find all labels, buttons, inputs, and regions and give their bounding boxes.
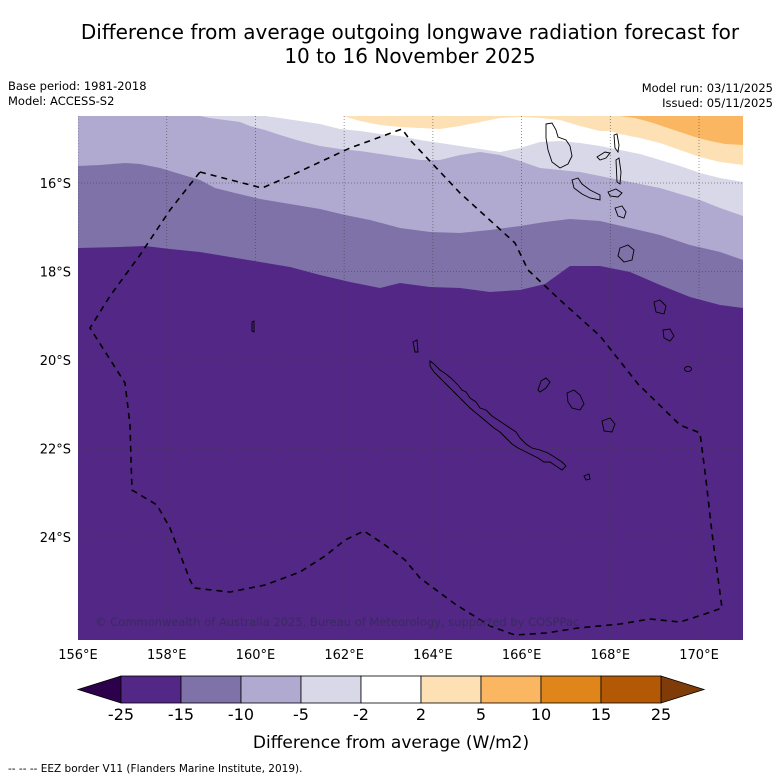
chesterfield-islet bbox=[251, 320, 255, 333]
vanuatu-erromango bbox=[617, 244, 635, 263]
colorbar-title: Difference from average (W/m2) bbox=[253, 733, 529, 753]
colorbar-tick-label: 5 bbox=[476, 705, 486, 724]
colorbar-segment bbox=[240, 675, 302, 704]
colorbar-tick-label: -15 bbox=[168, 705, 194, 724]
title-line-2: 10 to 16 November 2025 bbox=[284, 44, 536, 68]
x-tick-label: 158°E bbox=[147, 648, 187, 663]
model-name: Model: ACCESS-S2 bbox=[8, 94, 115, 108]
title-line-1: Difference from average outgoing longwav… bbox=[80, 20, 740, 44]
coastlines bbox=[251, 122, 692, 481]
loyalty-island-ouvea bbox=[537, 377, 551, 393]
colorbar-segment bbox=[300, 675, 362, 704]
y-tick-label: 20°S bbox=[40, 354, 71, 369]
vanuatu-maewo bbox=[613, 133, 620, 154]
colorbar-segment bbox=[360, 675, 422, 704]
colorbar-under-arrow bbox=[76, 675, 122, 704]
map-title: Difference from average outgoing longwav… bbox=[0, 20, 781, 68]
map-panel: © Commonwealth of Australia 2025, Bureau… bbox=[78, 116, 743, 640]
colorbar: -25 -15 -10 -5 -2 2 5 10 15 25 bbox=[76, 675, 706, 724]
colorbar-tick-label: 15 bbox=[591, 705, 611, 724]
vanuatu-malakula bbox=[571, 177, 601, 201]
x-tick-label: 156°E bbox=[58, 648, 98, 663]
x-tick-label: 170°E bbox=[679, 648, 719, 663]
meta-right: Model run: 03/11/2025 Issued: 05/11/2025 bbox=[642, 81, 773, 111]
vanuatu-efate bbox=[614, 205, 627, 219]
y-tick-label: 16°S bbox=[40, 177, 71, 192]
colorbar-segment bbox=[180, 675, 242, 704]
x-tick-label: 164°E bbox=[413, 648, 453, 663]
colorbar-segment bbox=[120, 675, 182, 704]
colorbar-tick-label: 10 bbox=[531, 705, 551, 724]
colorbar-tick-label: 2 bbox=[416, 705, 426, 724]
band-plus5-plus10 bbox=[620, 116, 743, 145]
island-small-1 bbox=[684, 366, 692, 372]
vanuatu-ambae bbox=[596, 151, 611, 161]
copyright-text: © Commonwealth of Australia 2025, Bureau… bbox=[95, 615, 579, 629]
band-plus2-plus5 bbox=[343, 116, 743, 165]
base-period: Base period: 1981-2018 bbox=[8, 79, 147, 93]
colorbar-over-arrow bbox=[660, 675, 706, 704]
islet-north bbox=[412, 339, 419, 353]
x-tick-label: 160°E bbox=[236, 648, 276, 663]
x-tick-label: 168°E bbox=[591, 648, 631, 663]
colorbar-segment bbox=[540, 675, 602, 704]
loyalty-island-lifou bbox=[566, 389, 585, 411]
colorbar-tick-label: -10 bbox=[228, 705, 254, 724]
colorbar-segment bbox=[480, 675, 542, 704]
eez-legend-note: -- -- -- EEZ border V11 (Flanders Marine… bbox=[8, 763, 303, 775]
y-tick-label: 24°S bbox=[40, 531, 71, 546]
new-caledonia-coast bbox=[429, 360, 567, 471]
y-tick-label: 22°S bbox=[40, 443, 71, 458]
isle-of-pines bbox=[583, 473, 591, 481]
issued-date: Issued: 05/11/2025 bbox=[662, 96, 773, 110]
colorbar-segment bbox=[420, 675, 482, 704]
vanuatu-pentecost bbox=[615, 157, 622, 185]
colorbar-tick-label: -5 bbox=[293, 705, 309, 724]
x-axis-ticks: 156°E 158°E 160°E 162°E 164°E 166°E 168°E 170°E bbox=[58, 648, 719, 663]
x-tick-label: 162°E bbox=[324, 648, 364, 663]
loyalty-island-mare bbox=[601, 417, 616, 433]
vanuatu-tanna bbox=[653, 299, 667, 315]
vanuatu-aneityum bbox=[662, 328, 675, 342]
model-run: Model run: 03/11/2025 bbox=[641, 81, 773, 95]
y-tick-label: 18°S bbox=[40, 266, 71, 281]
vanuatu-espiritu-santo bbox=[545, 122, 573, 169]
vanuatu-ambrym bbox=[607, 188, 623, 198]
x-tick-label: 166°E bbox=[502, 648, 542, 663]
colorbar-tick-label: -2 bbox=[353, 705, 369, 724]
colorbar-tick-label: -25 bbox=[108, 705, 134, 724]
colorbar-tick-label: 25 bbox=[651, 705, 671, 724]
y-axis-ticks: 16°S 18°S 20°S 22°S 24°S bbox=[40, 177, 71, 546]
meta-left: Base period: 1981-2018 Model: ACCESS-S2 bbox=[8, 79, 147, 109]
eez-border bbox=[89, 128, 723, 636]
gridlines bbox=[78, 116, 743, 640]
colorbar-segment bbox=[600, 675, 662, 704]
